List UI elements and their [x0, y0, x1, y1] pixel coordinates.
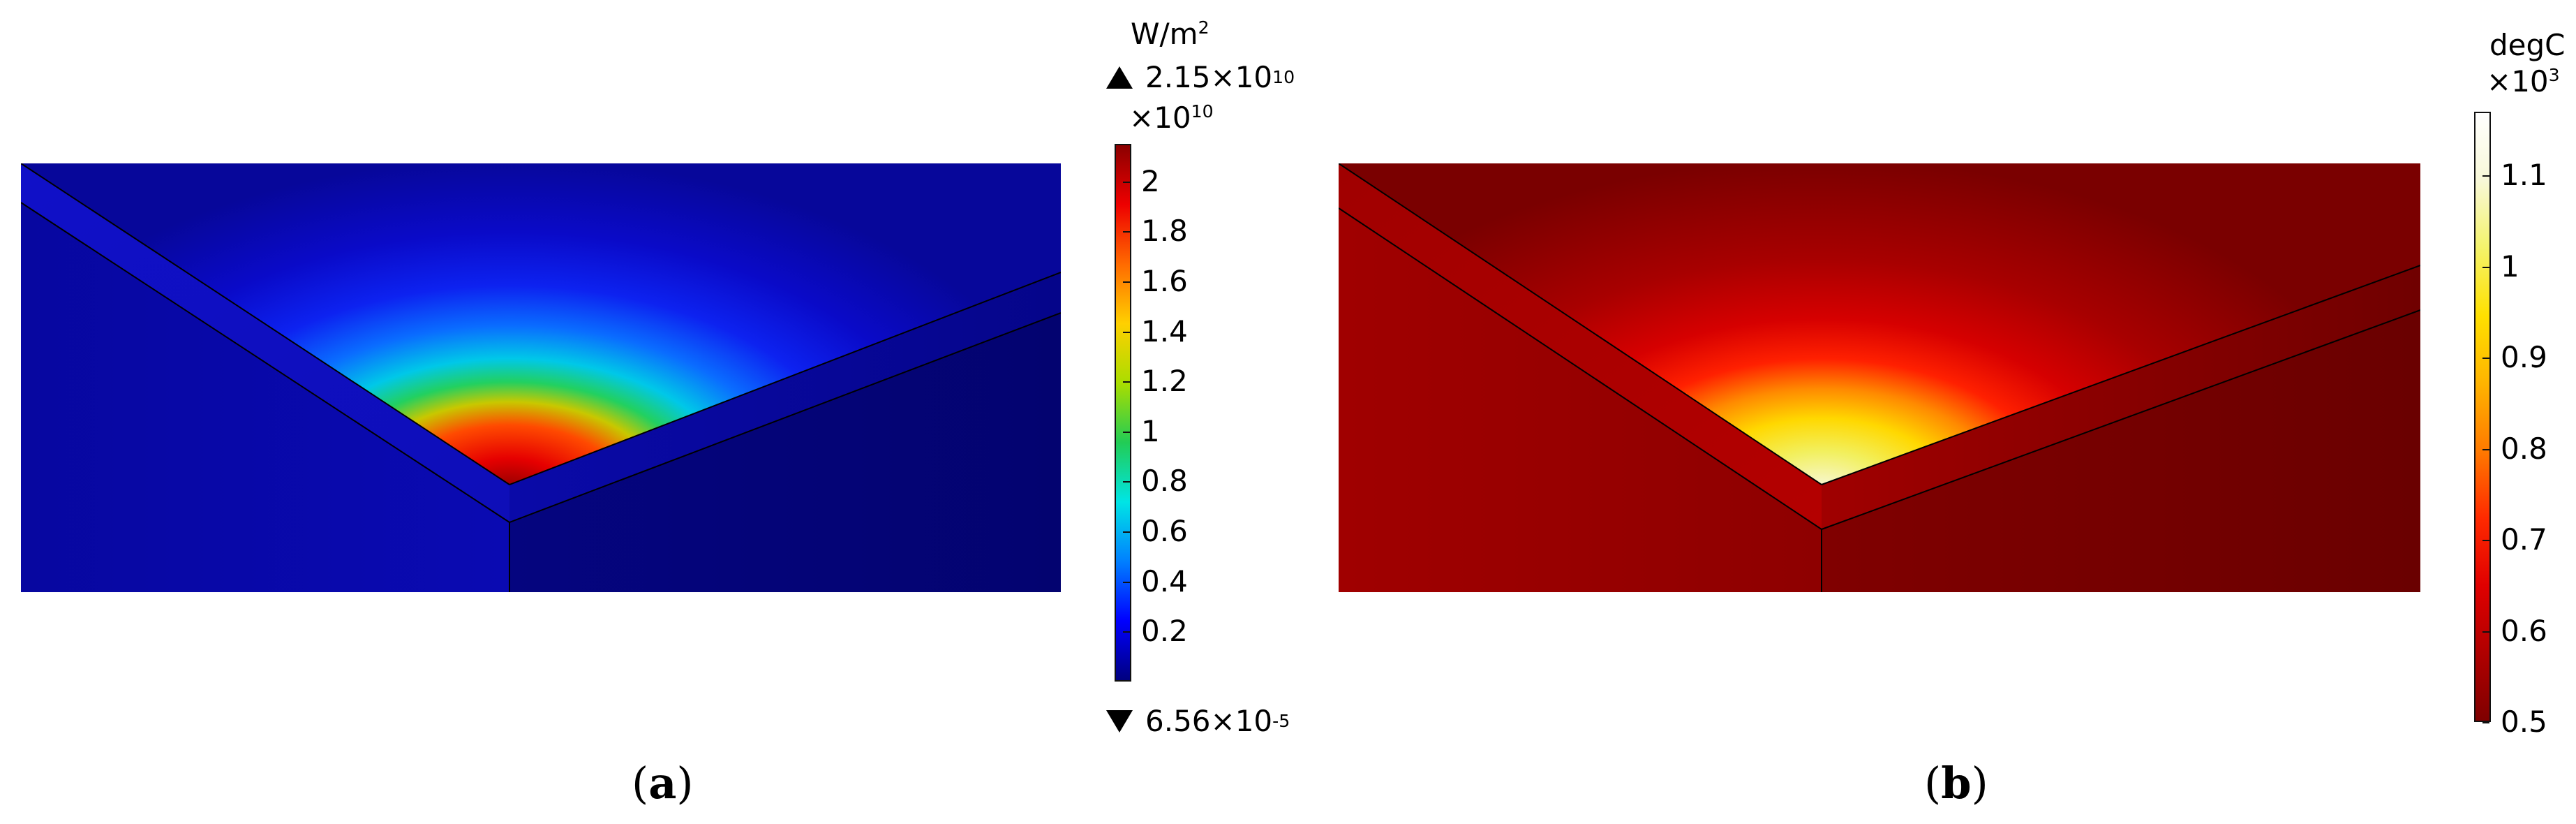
- colorbar-multiplier: ×103: [2487, 64, 2560, 98]
- max-value-marker: 2.15×10 10: [1106, 63, 1295, 92]
- colorbar-tick-mark: [1123, 581, 1130, 583]
- panel-caption-a: (a): [632, 758, 694, 809]
- colorbar-tick-label: 1.1: [2501, 158, 2547, 193]
- colorbar-tick-mark: [1123, 481, 1130, 483]
- colorbar-tick-label: 1.2: [1141, 364, 1188, 399]
- colorbar-tick-mark: [2482, 358, 2489, 360]
- colorbar-tick-mark: [1123, 431, 1130, 433]
- colorbar-tick-mark: [2482, 631, 2489, 633]
- colorbar-tick-mark: [2482, 540, 2489, 542]
- colorbar-tick-label: 0.9: [2501, 340, 2547, 375]
- colorbar-tick-mark: [1123, 231, 1130, 233]
- temperature-plot: [1339, 163, 2420, 592]
- heat-flux-plot: [21, 163, 1061, 592]
- colorbar-tick-label: 1: [1141, 413, 1160, 448]
- colorbar-tick-mark: [2482, 266, 2489, 268]
- colorbar-tick-mark: [1123, 281, 1130, 283]
- colorbar-tick-mark: [1123, 531, 1130, 534]
- min-value-marker: 6.56×10 -5: [1106, 707, 1290, 736]
- colorbar-unit-label: W/m2: [1131, 17, 1209, 51]
- colorbar-tick-label: 0.8: [2501, 431, 2547, 466]
- colorbar-tick-mark: [1123, 381, 1130, 383]
- colorbar-tick-label: 0.8: [1141, 464, 1188, 499]
- colorbar-tick-mark: [2482, 448, 2489, 450]
- colorbar: [1115, 144, 1131, 682]
- colorbar-tick-label: 1: [2501, 249, 2519, 284]
- triangle-down-icon: [1106, 710, 1133, 733]
- colorbar-tick-label: 0.7: [2501, 522, 2547, 557]
- colorbar-tick-label: 0.5: [2501, 705, 2547, 739]
- colorbar-tick-label: 0.6: [2501, 613, 2547, 648]
- colorbar-tick-label: 0.6: [1141, 514, 1188, 549]
- colorbar-tick-mark: [1123, 181, 1130, 183]
- colorbar-tick-mark: [2482, 175, 2489, 177]
- colorbar-tick-label: 0.2: [1141, 614, 1188, 649]
- colorbar-unit-label: degC: [2489, 28, 2566, 62]
- colorbar-multiplier: ×1010: [1129, 101, 1214, 135]
- colorbar-tick-label: 1.8: [1141, 214, 1188, 249]
- colorbar-tick-label: 1.4: [1141, 314, 1188, 348]
- colorbar-tick-label: 1.6: [1141, 263, 1188, 298]
- colorbar-tick-mark: [2482, 722, 2489, 723]
- colorbar-tick-label: 0.4: [1141, 564, 1188, 598]
- panel-caption-b: (b): [1924, 758, 1988, 809]
- colorbar-tick-mark: [1123, 631, 1130, 633]
- triangle-up-icon: [1106, 66, 1133, 89]
- colorbar: [2474, 112, 2491, 722]
- colorbar-tick-label: 2: [1141, 163, 1160, 198]
- colorbar-tick-mark: [1123, 331, 1130, 333]
